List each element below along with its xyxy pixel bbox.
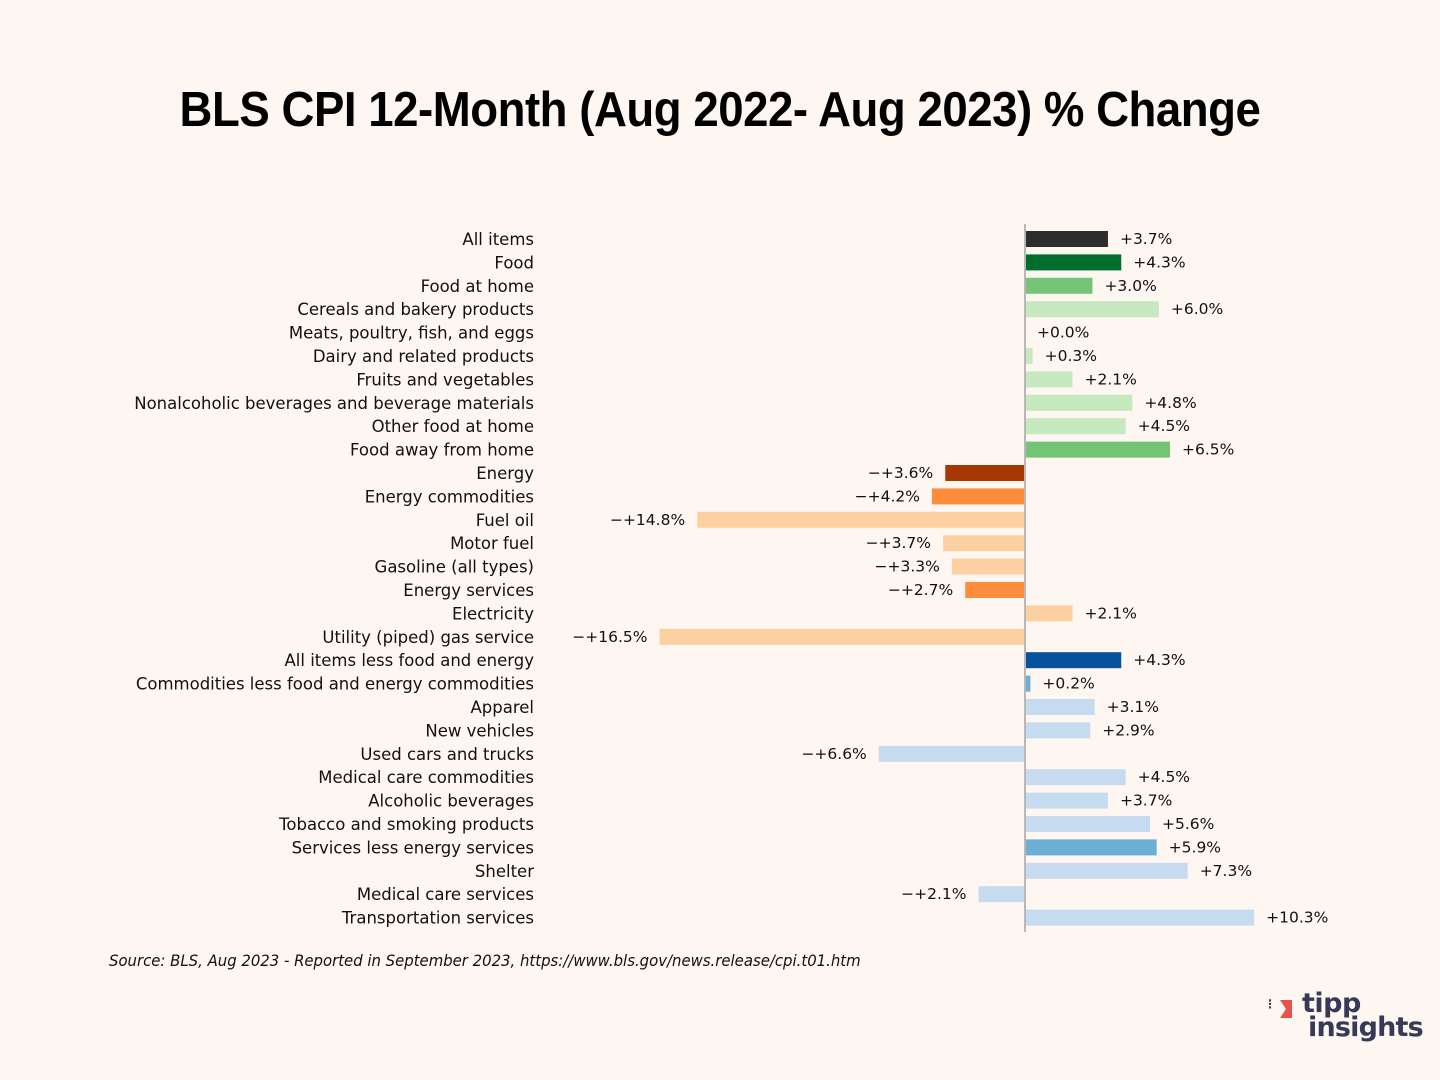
- bar: [965, 582, 1025, 598]
- category-label: Food: [494, 253, 534, 272]
- data-label: +2.1%: [1085, 370, 1137, 388]
- bar: [1026, 418, 1126, 435]
- bar: [1026, 348, 1033, 364]
- category-label: Food away from home: [350, 441, 534, 460]
- category-label: Used cars and trucks: [360, 745, 534, 764]
- data-label: −+2.1%: [901, 885, 966, 903]
- bar: [659, 628, 1025, 645]
- bar: [1026, 394, 1133, 411]
- category-label: Tobacco and smoking products: [278, 815, 534, 834]
- category-label: Fruits and vegetables: [356, 370, 534, 389]
- data-label: −+4.2%: [855, 487, 920, 505]
- category-label: Cereals and bakery products: [297, 300, 534, 319]
- data-label: +3.1%: [1107, 698, 1159, 716]
- data-label: −+2.7%: [888, 581, 953, 599]
- bar: [878, 745, 1025, 762]
- category-label: Energy: [476, 464, 534, 483]
- data-label: +0.0%: [1037, 324, 1089, 342]
- category-label: Dairy and related products: [313, 347, 534, 366]
- bar: [1026, 675, 1031, 692]
- bar: [1026, 371, 1073, 388]
- data-label: +2.1%: [1085, 604, 1137, 622]
- bar: [1026, 301, 1159, 318]
- bar: [1026, 441, 1170, 458]
- category-label: Utility (piped) gas service: [322, 628, 534, 647]
- bar: [1026, 792, 1108, 809]
- logo-text-tipp: tipp: [1302, 988, 1361, 1019]
- data-label: −+3.7%: [866, 534, 931, 552]
- bar: [1026, 909, 1255, 926]
- data-label: +4.8%: [1144, 394, 1196, 412]
- category-label: All items less food and energy: [285, 651, 535, 670]
- bar: [1026, 699, 1095, 715]
- category-label: Transportation services: [341, 909, 534, 928]
- bar: [1026, 254, 1122, 271]
- category-label: Medical care commodities: [318, 768, 534, 787]
- category-label: Nonalcoholic beverages and beverage mate…: [134, 394, 534, 413]
- tipp-insights-logo: ⋮ tipp insights: [1262, 988, 1432, 1052]
- bar: [931, 488, 1025, 505]
- category-label: Meats, poultry, fish, and eggs: [289, 324, 534, 343]
- category-label: Energy commodities: [365, 487, 534, 506]
- data-label: −+3.3%: [875, 558, 940, 576]
- data-label: +5.6%: [1162, 815, 1214, 833]
- category-label: Services less energy services: [292, 838, 534, 857]
- data-label: −+6.6%: [801, 745, 866, 763]
- data-label: +4.5%: [1138, 768, 1190, 786]
- bar: [697, 511, 1025, 528]
- category-label: Electricity: [452, 604, 534, 623]
- logo-text-insights: insights: [1308, 1012, 1424, 1043]
- bar: [1026, 839, 1157, 856]
- data-label: +3.0%: [1104, 277, 1156, 295]
- data-label: −+3.6%: [868, 464, 933, 482]
- category-label: Fuel oil: [476, 511, 534, 530]
- data-label: +2.9%: [1102, 721, 1154, 739]
- bar: [1026, 231, 1108, 247]
- category-label: Commodities less food and energy commodi…: [136, 675, 534, 694]
- bar: [1026, 862, 1188, 879]
- category-label: Alcoholic beverages: [368, 792, 534, 811]
- category-label: Gasoline (all types): [375, 558, 534, 577]
- data-label: −+14.8%: [610, 511, 685, 529]
- data-label: +6.5%: [1182, 441, 1234, 459]
- bar: [1026, 769, 1126, 786]
- bar: [951, 558, 1025, 575]
- bar: [1026, 652, 1122, 669]
- bar: [978, 886, 1025, 903]
- data-label: +4.3%: [1133, 253, 1185, 271]
- logo-rays-icon: ⋮: [1264, 997, 1276, 1011]
- data-label: +0.3%: [1045, 347, 1097, 365]
- category-label: Apparel: [470, 698, 534, 717]
- category-label: Energy services: [403, 581, 534, 600]
- category-label: Food at home: [421, 277, 534, 296]
- category-label: All items: [462, 230, 534, 249]
- bar: [945, 465, 1025, 481]
- bar: [1026, 605, 1073, 622]
- data-label: +4.5%: [1138, 417, 1190, 435]
- data-label: +7.3%: [1200, 862, 1252, 880]
- category-label: Motor fuel: [450, 534, 534, 553]
- bar: [1026, 277, 1093, 294]
- chart-title: BLS CPI 12-Month (Aug 2022- Aug 2023) % …: [179, 83, 1261, 137]
- data-label: +5.9%: [1169, 838, 1221, 856]
- bar: [1026, 722, 1091, 739]
- bar: [943, 535, 1025, 552]
- data-label: +10.3%: [1266, 909, 1328, 927]
- category-label: Medical care services: [357, 885, 534, 904]
- category-label: Other food at home: [372, 417, 534, 436]
- data-label: −+16.5%: [572, 628, 647, 646]
- category-label: Shelter: [475, 862, 534, 881]
- bar: [1026, 816, 1151, 832]
- category-label: New vehicles: [425, 721, 534, 740]
- data-label: +3.7%: [1120, 230, 1172, 248]
- data-label: +3.7%: [1120, 792, 1172, 810]
- data-label: +0.2%: [1042, 675, 1094, 693]
- data-label: +4.3%: [1133, 651, 1185, 669]
- data-label: +6.0%: [1171, 300, 1223, 318]
- logo-flag-icon: [1280, 1000, 1292, 1018]
- source-note: Source: BLS, Aug 2023 - Reported in Sept…: [109, 951, 861, 970]
